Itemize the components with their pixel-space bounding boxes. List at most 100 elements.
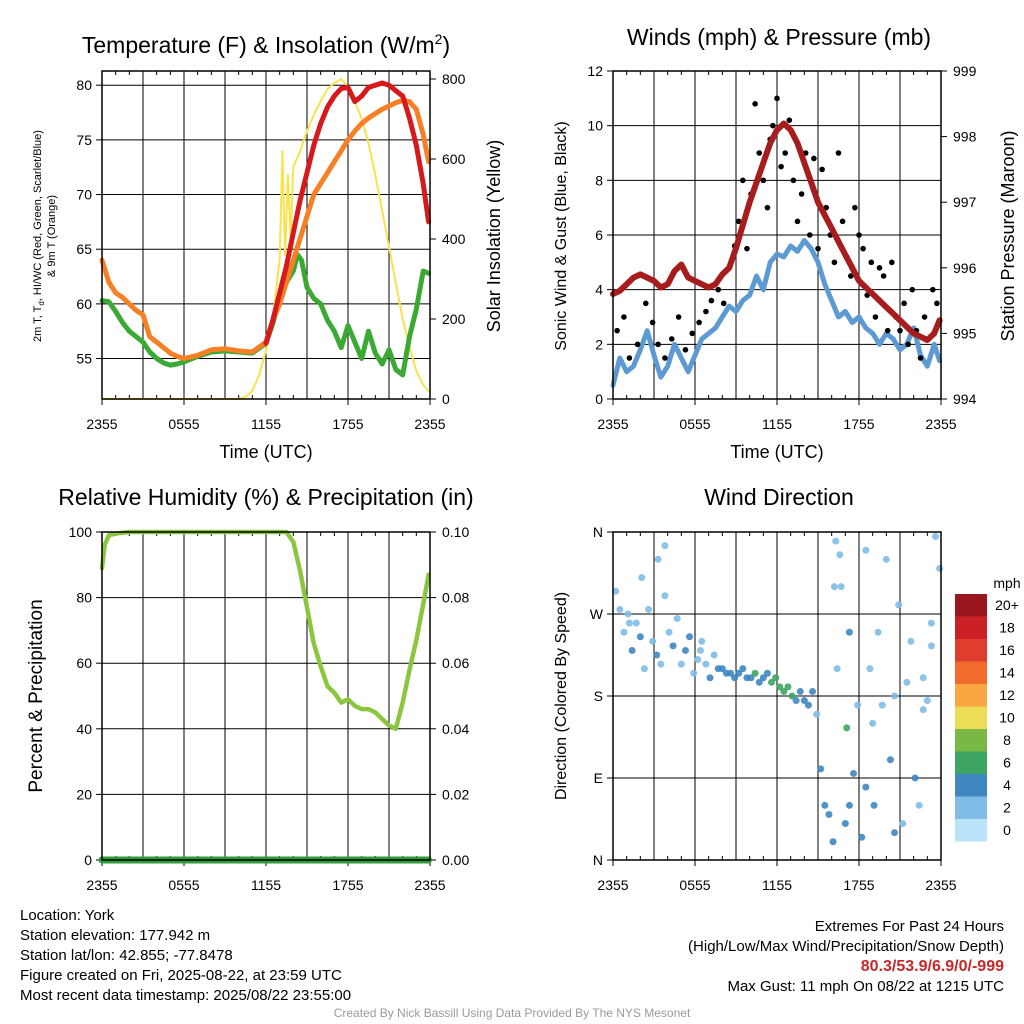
- direction-point: [899, 820, 907, 828]
- direction-point: [612, 587, 620, 595]
- x-tick-label: 1155: [762, 877, 792, 893]
- direction-point: [809, 687, 817, 695]
- y-right-tick-label: 0: [442, 391, 450, 407]
- recent-timestamp: Most recent data timestamp: 2025/08/22 2…: [20, 987, 352, 1004]
- colorbar-label: 6: [1003, 755, 1011, 771]
- direction-point: [653, 651, 661, 659]
- y-right-tick-label: 997: [953, 194, 977, 210]
- colorbar-swatch: [955, 729, 987, 752]
- temperature-series-line: [263, 80, 432, 346]
- y-tick-label: N: [593, 524, 603, 540]
- direction-point: [654, 555, 662, 563]
- speed-colorbar: 20+ 18 16 14 12 10 8 6 4 2 0: [955, 594, 1019, 842]
- direction-point: [706, 674, 714, 682]
- direction-point: [628, 646, 636, 654]
- station-location: Location: York: [20, 907, 115, 924]
- direction-point: [759, 674, 767, 682]
- colorbar-swatch: [955, 751, 987, 774]
- gust-point: [682, 347, 689, 353]
- gust-point: [720, 300, 727, 307]
- figure-created: Figure created on Fri, 2025-08-22, at 23…: [20, 967, 342, 984]
- direction-point: [862, 546, 870, 554]
- colorbar-label: 10: [999, 710, 1015, 726]
- gust-point: [798, 191, 805, 197]
- direction-point: [638, 574, 646, 582]
- direction-point: [780, 687, 788, 695]
- gust-point: [807, 232, 813, 238]
- direction-point: [625, 619, 633, 627]
- y-tick-label: 80: [76, 590, 92, 606]
- direction-point: [830, 583, 838, 591]
- x-tick-label: 1755: [843, 877, 874, 893]
- colorbar-swatch: [955, 706, 987, 729]
- direction-point: [665, 628, 673, 636]
- humidity-ylabel: Percent & Precipitation: [26, 599, 47, 792]
- plot-frame: [101, 531, 431, 861]
- direction-point: [911, 774, 919, 782]
- station-latlon: Station lat/lon: 42.855; -77.8478: [20, 947, 233, 964]
- direction-point: [843, 724, 851, 732]
- direction-point: [788, 692, 796, 700]
- direction-point: [817, 765, 825, 773]
- x-tick-label: 2355: [597, 877, 628, 893]
- y-tick-label: 0: [84, 852, 92, 868]
- direction-point: [862, 783, 870, 791]
- direction-point: [645, 605, 653, 613]
- direction-point: [698, 637, 706, 645]
- direction-point: [833, 665, 841, 673]
- direction-point: [832, 537, 840, 545]
- direction-point: [874, 628, 882, 636]
- gust-point: [811, 155, 817, 162]
- direction-point: [891, 829, 899, 837]
- max-gust: Max Gust: 11 mph On 08/22 at 1215 UTC: [727, 978, 1004, 995]
- y-tick-label: 4: [595, 282, 603, 298]
- direction-point: [804, 701, 812, 709]
- colorbar-label: 4: [1003, 777, 1011, 793]
- temperature-title-sup: 2: [435, 31, 443, 47]
- colorbar-swatch: [955, 774, 987, 797]
- colorbar-label: 12: [999, 687, 1015, 703]
- gust-point: [917, 355, 924, 361]
- y-right-tick-label: 994: [953, 391, 977, 407]
- direction-point: [907, 637, 915, 645]
- credit-line: Created By Nick Bassill Using Data Provi…: [333, 1006, 691, 1020]
- gust-point: [689, 330, 696, 337]
- direction-point: [696, 646, 704, 654]
- gust-point: [884, 327, 891, 334]
- y-tick-label: 20: [76, 786, 92, 802]
- gust-point: [614, 327, 620, 334]
- extremes-title: Extremes For Past 24 Hours: [814, 918, 1004, 935]
- gust-point: [649, 319, 656, 326]
- colorbar-label: 20+: [995, 597, 1019, 613]
- x-tick-label: 2355: [414, 877, 445, 893]
- direction-point: [821, 801, 829, 809]
- y-right-tick-label: 800: [442, 71, 466, 87]
- y-tick-label: 40: [76, 721, 92, 737]
- direction-point: [870, 801, 878, 809]
- direction-title: Wind Direction: [704, 484, 854, 510]
- y-tick-label: S: [594, 688, 603, 704]
- x-tick-label: 0555: [168, 877, 199, 893]
- direction-point: [936, 564, 944, 572]
- gust-point: [655, 341, 661, 348]
- colorbar-swatch: [955, 796, 987, 819]
- y-right-tick-label: 998: [953, 129, 977, 145]
- gust-point: [909, 286, 916, 293]
- gust-point: [744, 245, 750, 252]
- direction-point: [616, 605, 624, 613]
- temperature-ylabel-line2: & 9m T (Orange): [46, 195, 58, 277]
- gust-point: [901, 300, 907, 307]
- x-tick-label: 1755: [332, 416, 363, 432]
- direction-point: [681, 646, 689, 654]
- temperature-ylabel-right: Solar Insolation (Yellow): [484, 140, 504, 332]
- direction-point: [702, 660, 710, 668]
- direction-point: [661, 592, 669, 600]
- gust-point: [770, 122, 776, 129]
- x-tick-label: 1155: [762, 416, 792, 432]
- y-tick-label: 12: [587, 63, 603, 79]
- direction-point: [829, 838, 837, 846]
- y-right-tick-label: 200: [442, 311, 466, 327]
- x-tick-label: 2355: [925, 877, 956, 893]
- direction-point: [661, 542, 669, 550]
- gust-point: [778, 163, 784, 170]
